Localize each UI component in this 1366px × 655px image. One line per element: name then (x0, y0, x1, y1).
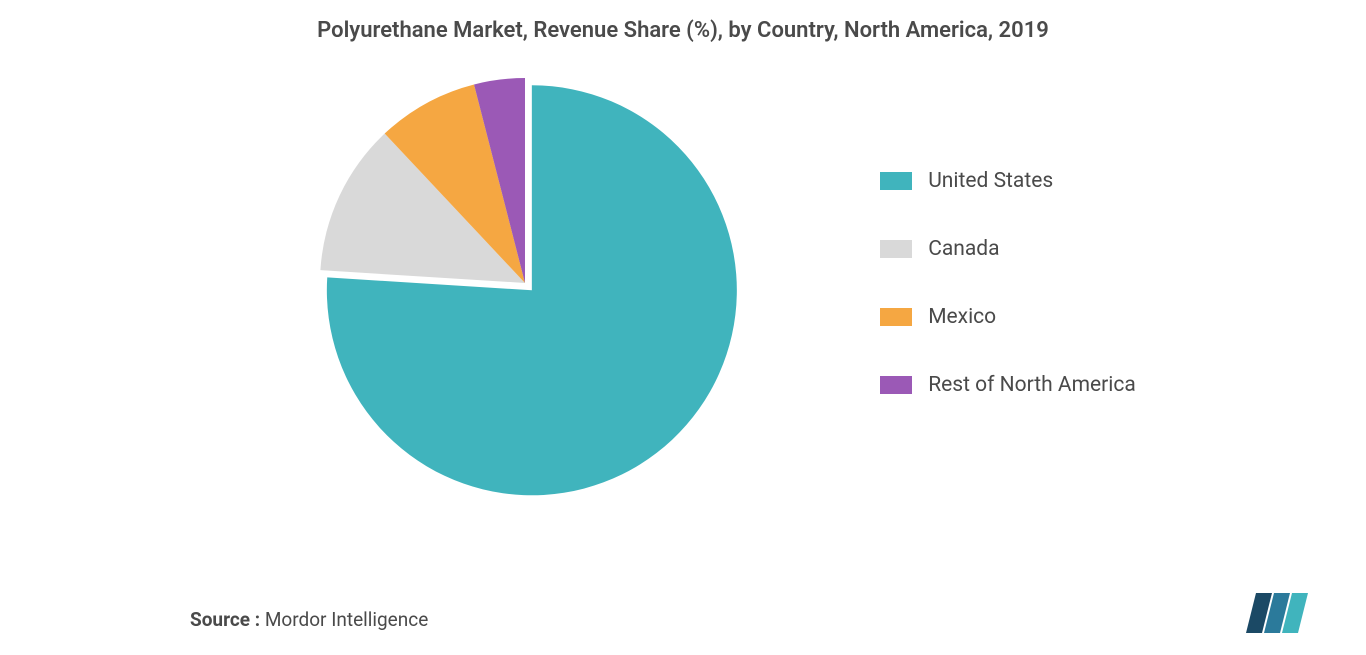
legend-item: Mexico (880, 305, 1136, 329)
chart-title: Polyurethane Market, Revenue Share (%), … (0, 0, 1366, 43)
legend: United States Canada Mexico Rest of North A… (880, 169, 1136, 397)
legend-swatch (880, 376, 912, 394)
legend-label: Rest of North America (928, 373, 1136, 397)
source-label: Source : (190, 608, 260, 631)
legend-swatch (880, 308, 912, 326)
legend-swatch (880, 240, 912, 258)
legend-label: Canada (928, 237, 999, 261)
source-footer: Source : Mordor Intelligence (190, 608, 428, 631)
legend-label: Mexico (928, 305, 996, 329)
legend-item: United States (880, 169, 1136, 193)
chart-area: United States Canada Mexico Rest of North A… (0, 68, 1366, 498)
pie-chart (310, 68, 740, 498)
legend-label: United States (928, 169, 1053, 193)
legend-swatch (880, 172, 912, 190)
legend-item: Canada (880, 237, 1136, 261)
source-value: Mordor Intelligence (265, 608, 428, 631)
mordor-logo (1246, 589, 1326, 637)
legend-item: Rest of North America (880, 373, 1136, 397)
